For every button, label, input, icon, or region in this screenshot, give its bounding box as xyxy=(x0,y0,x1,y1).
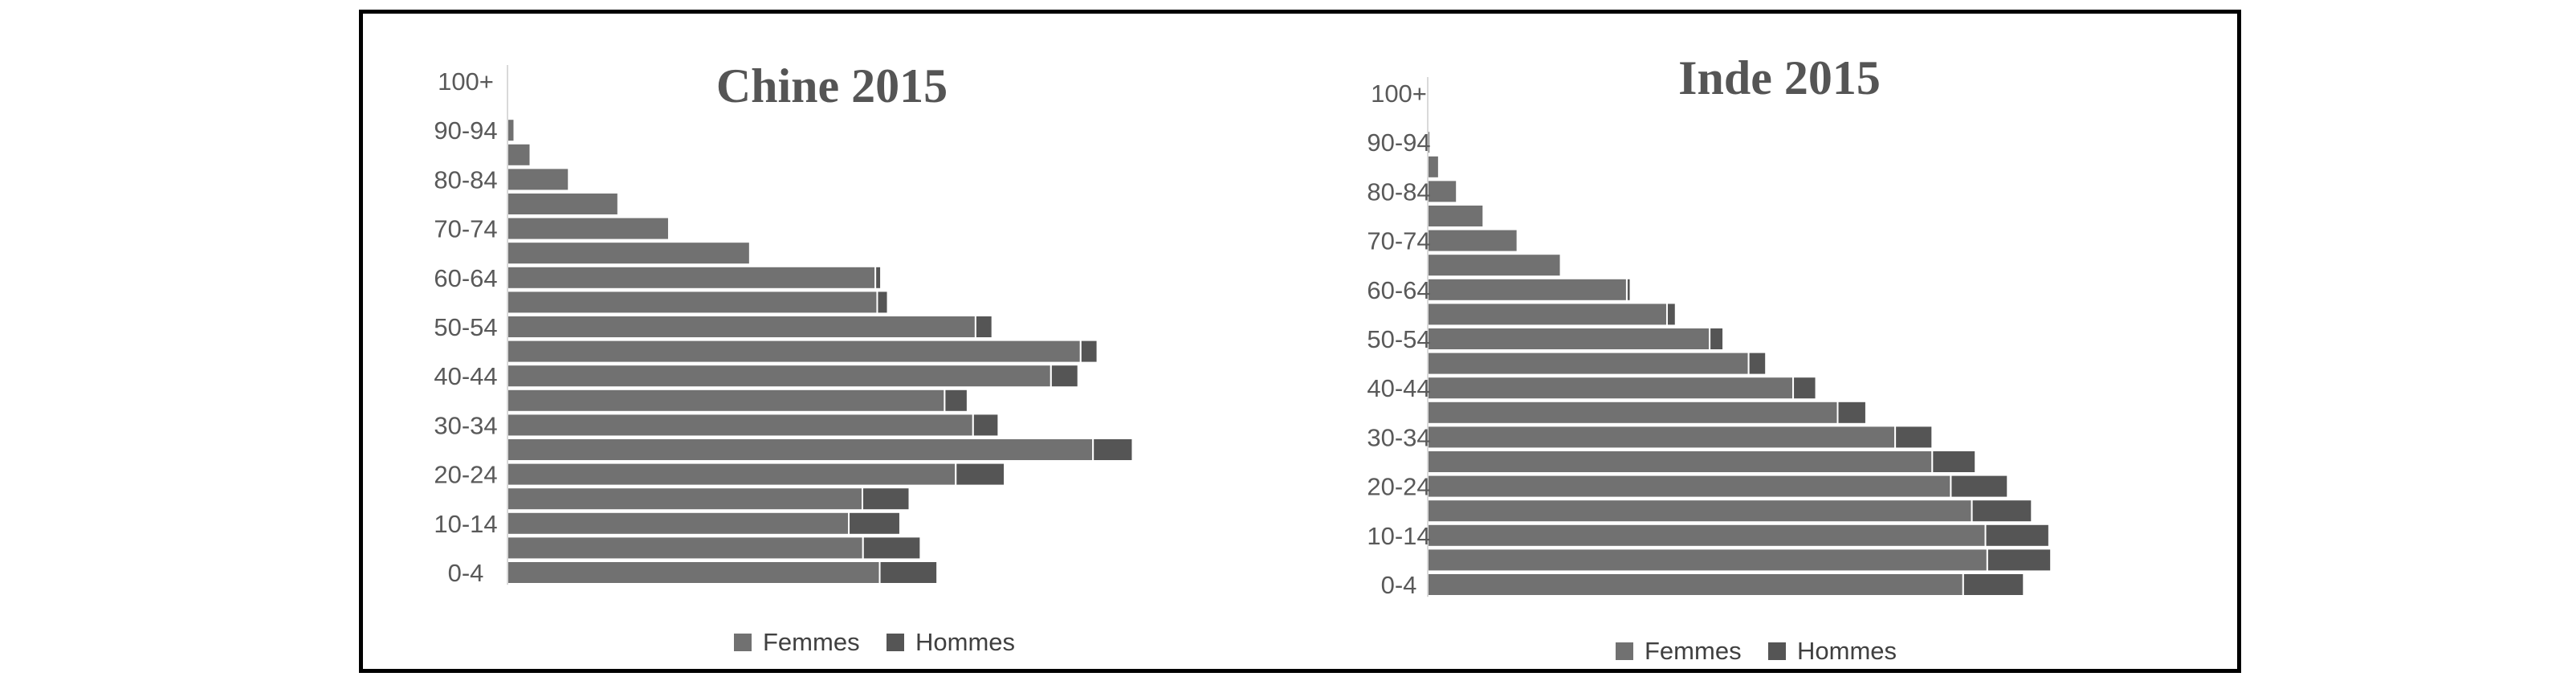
bar-femmes-40-44 xyxy=(507,364,1052,389)
y-tick-label: 40-44 xyxy=(1367,374,1430,402)
bar-hommes-0-4 xyxy=(878,560,939,585)
bar-femmes-0-4 xyxy=(507,560,881,585)
bar-hommes-15-19 xyxy=(1971,499,2033,524)
legend-swatch-femmes xyxy=(734,634,752,651)
y-tick-label: 20-24 xyxy=(434,461,497,489)
bar-hommes-55-59 xyxy=(876,290,889,315)
y-tick-label: 0-4 xyxy=(448,559,484,587)
bar-femmes-15-19 xyxy=(1427,499,1973,524)
bar-hommes-60-64 xyxy=(1625,277,1632,302)
chart-china: Chine 2015 0-4 10-14 20-24 30-34 40-44 50-54 6… xyxy=(434,59,1134,656)
bar-femmes-45-49 xyxy=(1427,351,1750,376)
bar-hommes-5-9 xyxy=(1986,548,2052,573)
y-tick-label: 30-34 xyxy=(1367,423,1430,451)
bar-femmes-80-84 xyxy=(1427,179,1458,204)
bar-femmes-30-34 xyxy=(1427,425,1897,450)
legend-swatch-femmes xyxy=(1616,642,1633,660)
bar-femmes-10-14 xyxy=(1427,523,1987,548)
bar-hommes-40-44 xyxy=(1050,364,1079,389)
chart-title: Inde 2015 xyxy=(1678,51,1881,104)
y-tick-label: 60-64 xyxy=(1367,276,1430,304)
bar-femmes-0-4 xyxy=(1427,573,1964,597)
bar-hommes-50-54 xyxy=(974,315,993,339)
bar-hommes-20-24 xyxy=(955,462,1006,487)
bar-hommes-55-59 xyxy=(1665,302,1677,327)
chart-india: Inde 2015 0-4 10-14 20-24 30-34 40-44 50-54 60… xyxy=(1367,51,2052,665)
figure-frame: Chine 2015 0-4 10-14 20-24 30-34 40-44 50-54 6… xyxy=(359,10,2241,673)
legend-swatch-hommes xyxy=(887,634,904,651)
y-tick-label: 50-54 xyxy=(1367,325,1430,353)
y-tick-label: 40-44 xyxy=(434,362,497,390)
bar-hommes-15-19 xyxy=(861,487,911,512)
bar-femmes-60-64 xyxy=(1427,277,1628,302)
legend-label-femmes: Femmes xyxy=(763,628,860,656)
legend-swatch-hommes xyxy=(1768,642,1786,660)
y-tick-label: 50-54 xyxy=(434,313,497,341)
bar-hommes-5-9 xyxy=(862,536,922,560)
y-tick-label: 70-74 xyxy=(434,215,497,243)
y-tick-label: 80-84 xyxy=(1367,177,1430,206)
y-tick-label: 100+ xyxy=(438,67,494,96)
bar-femmes-5-9 xyxy=(507,536,864,560)
bar-femmes-35-39 xyxy=(507,388,946,413)
bar-femmes-20-24 xyxy=(1427,474,1952,499)
y-tick-label: 100+ xyxy=(1371,79,1427,108)
bar-hommes-35-39 xyxy=(1836,400,1867,425)
bar-hommes-0-4 xyxy=(1962,573,2025,597)
y-tick-label: 60-64 xyxy=(434,264,497,292)
y-tick-label: 20-24 xyxy=(1367,473,1430,501)
bar-femmes-5-9 xyxy=(1427,548,1988,573)
bar-femmes-10-14 xyxy=(507,511,850,536)
legend-label-hommes: Hommes xyxy=(1797,637,1897,665)
bar-femmes-80-84 xyxy=(507,167,570,192)
bar-femmes-55-59 xyxy=(1427,302,1668,327)
bar-femmes-40-44 xyxy=(1427,376,1795,401)
bar-hommes-45-49 xyxy=(1079,339,1098,364)
y-tick-label: 10-14 xyxy=(434,510,497,538)
bar-femmes-70-74 xyxy=(1427,228,1518,253)
bar-femmes-75-79 xyxy=(1427,204,1485,228)
bar-hommes-25-29 xyxy=(1092,438,1134,462)
bar-hommes-50-54 xyxy=(1709,327,1725,351)
y-tick-label: 90-94 xyxy=(1367,128,1430,157)
bar-hommes-25-29 xyxy=(1931,450,1977,474)
bar-hommes-40-44 xyxy=(1792,376,1817,401)
legend-label-femmes: Femmes xyxy=(1645,637,1742,665)
y-tick-label: 30-34 xyxy=(434,411,497,439)
bar-hommes-10-14 xyxy=(848,511,901,536)
bar-femmes-50-54 xyxy=(1427,327,1711,351)
bar-hommes-60-64 xyxy=(874,265,882,290)
chart-title: Chine 2015 xyxy=(716,59,948,112)
bar-femmes-35-39 xyxy=(1427,400,1839,425)
bar-femmes-25-29 xyxy=(1427,450,1934,474)
y-tick-label: 10-14 xyxy=(1367,522,1430,550)
bar-hommes-45-49 xyxy=(1747,351,1767,376)
y-tick-label: 90-94 xyxy=(434,116,497,145)
bar-femmes-75-79 xyxy=(507,192,619,216)
bar-hommes-20-24 xyxy=(1950,474,2009,499)
y-tick-label: 70-74 xyxy=(1367,227,1430,255)
bar-hommes-30-34 xyxy=(1894,425,1934,450)
bar-femmes-70-74 xyxy=(507,216,670,241)
bar-hommes-35-39 xyxy=(944,388,968,413)
y-tick-label: 0-4 xyxy=(1381,571,1417,599)
legend-label-hommes: Hommes xyxy=(915,628,1015,656)
bar-femmes-65-69 xyxy=(1427,253,1562,278)
y-tick-label: 80-84 xyxy=(434,165,497,194)
bar-hommes-30-34 xyxy=(972,413,1000,438)
bar-hommes-10-14 xyxy=(1984,523,2050,548)
bar-femmes-85-89 xyxy=(1427,154,1440,179)
